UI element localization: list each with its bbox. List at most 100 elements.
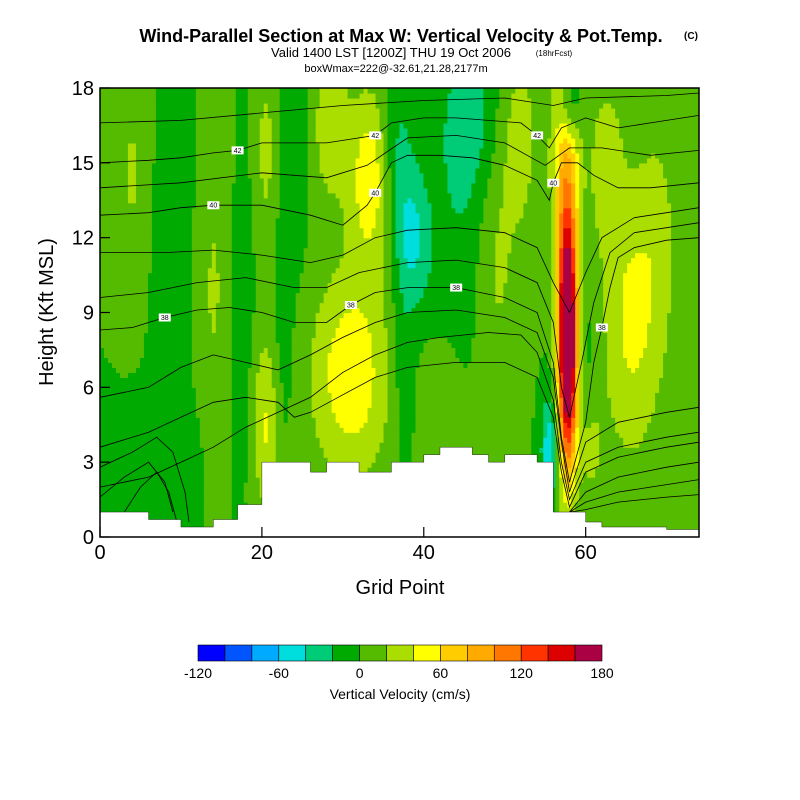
heat-cell [251,247,277,254]
heat-cell [627,267,652,274]
heat-cell [547,147,556,154]
contour-label: 38 [450,283,463,292]
heat-cell [311,402,333,408]
heat-cell [583,352,588,358]
heat-cell [383,237,393,244]
heat-cell [343,222,361,229]
heat-cell [391,197,397,204]
heat-cell [259,167,273,174]
heat-cell [571,177,576,184]
heat-cell [100,127,157,134]
heat-cell [595,192,668,199]
heat-cell [203,492,233,498]
heat-cell [231,357,253,363]
heat-cell [447,182,472,189]
heat-cell [100,122,157,129]
heat-cell [127,172,137,179]
heat-cell [100,152,129,159]
heat-cell [375,212,385,219]
heat-cell [531,112,552,119]
heat-cell [551,432,556,438]
heat-cell [307,197,341,204]
heat-cell [551,197,556,204]
heat-cell [307,107,317,114]
heat-cell [100,137,157,144]
heat-cell [551,302,556,309]
heat-cell [191,367,233,373]
heat-cell [191,322,213,329]
heat-cell [563,187,572,194]
heat-cell [263,102,269,109]
heat-cell [527,182,548,189]
heat-cell [471,192,488,199]
heat-cell [387,142,397,149]
heat-cell [195,407,233,413]
heat-cell [555,507,560,513]
y-tick-label: 18 [72,78,94,100]
heat-cell [231,497,245,503]
heat-cell [579,202,584,209]
heat-cell [583,217,596,224]
heat-cell [583,357,588,363]
heat-cell [471,182,488,189]
heat-cell [235,157,249,164]
heat-cell [591,342,608,349]
heat-cell [247,152,261,159]
colorbar-swatch [359,644,387,662]
heat-cell [475,287,496,294]
heat-cell [495,297,504,304]
heat-cell [319,307,353,314]
heat-cell [195,197,233,204]
heat-cell [387,88,453,94]
heat-cell [559,452,564,458]
heat-cell [387,377,397,383]
heat-cell [563,272,572,279]
heat-cell [503,297,552,304]
heat-cell [571,142,576,149]
heat-cell [567,107,600,114]
heat-cell [231,227,253,234]
heat-cell [631,257,652,264]
heat-cell [571,242,576,249]
heat-cell [583,202,596,209]
heat-cell [495,142,508,149]
heat-cell [411,442,532,448]
heat-cell [411,432,532,438]
heat-cell [279,192,309,199]
heat-cell [215,247,233,254]
heat-cell [143,352,193,358]
heat-cell [575,142,584,149]
heat-cell [231,337,253,344]
heat-cell [203,512,233,518]
heat-cell [579,447,600,453]
heat-cell [383,137,389,144]
heat-cell [319,152,361,159]
heat-cell [403,252,421,259]
heat-cell [415,207,433,214]
heat-cell [671,262,699,269]
heat-cell [211,327,217,334]
colorbar-swatch [386,644,414,662]
heat-cell [399,127,409,134]
heat-cell [143,342,193,349]
heat-cell [335,412,369,418]
heat-cell [643,352,664,358]
heat-cell [559,297,564,304]
heat-cell [651,292,672,299]
heat-cell [551,297,556,304]
heat-cell [199,432,233,438]
heat-cell [623,352,644,358]
heat-cell [663,162,699,169]
colorbar-tick-label: 120 [510,665,534,681]
heat-cell [627,362,640,368]
heat-cell [100,182,129,189]
heat-cell [191,347,233,354]
heat-cell [627,262,652,269]
heat-cell [659,377,699,383]
heat-cell [327,387,373,393]
heat-cell [579,232,584,239]
heat-cell [671,257,699,264]
heat-cell [467,197,484,204]
heat-cell [671,297,699,304]
heat-cell [391,202,397,209]
